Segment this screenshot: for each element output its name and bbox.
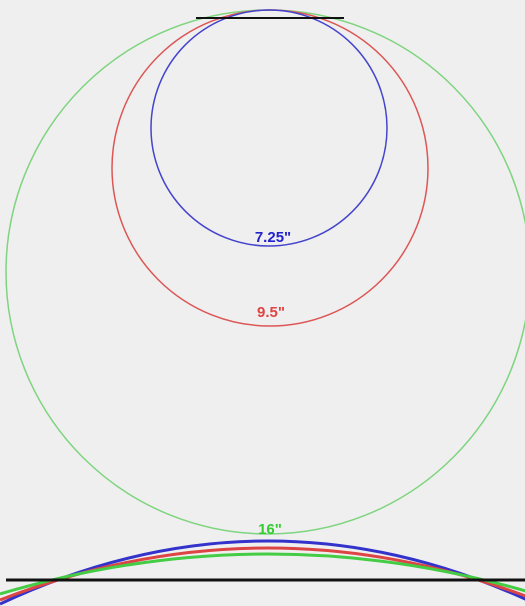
circle-7-25: [150, 9, 388, 247]
label-16: 16": [258, 521, 282, 538]
arc-16: [0, 552, 525, 596]
label-9-5: 9.5": [257, 304, 285, 321]
label-7-25: 7.25": [255, 229, 291, 246]
